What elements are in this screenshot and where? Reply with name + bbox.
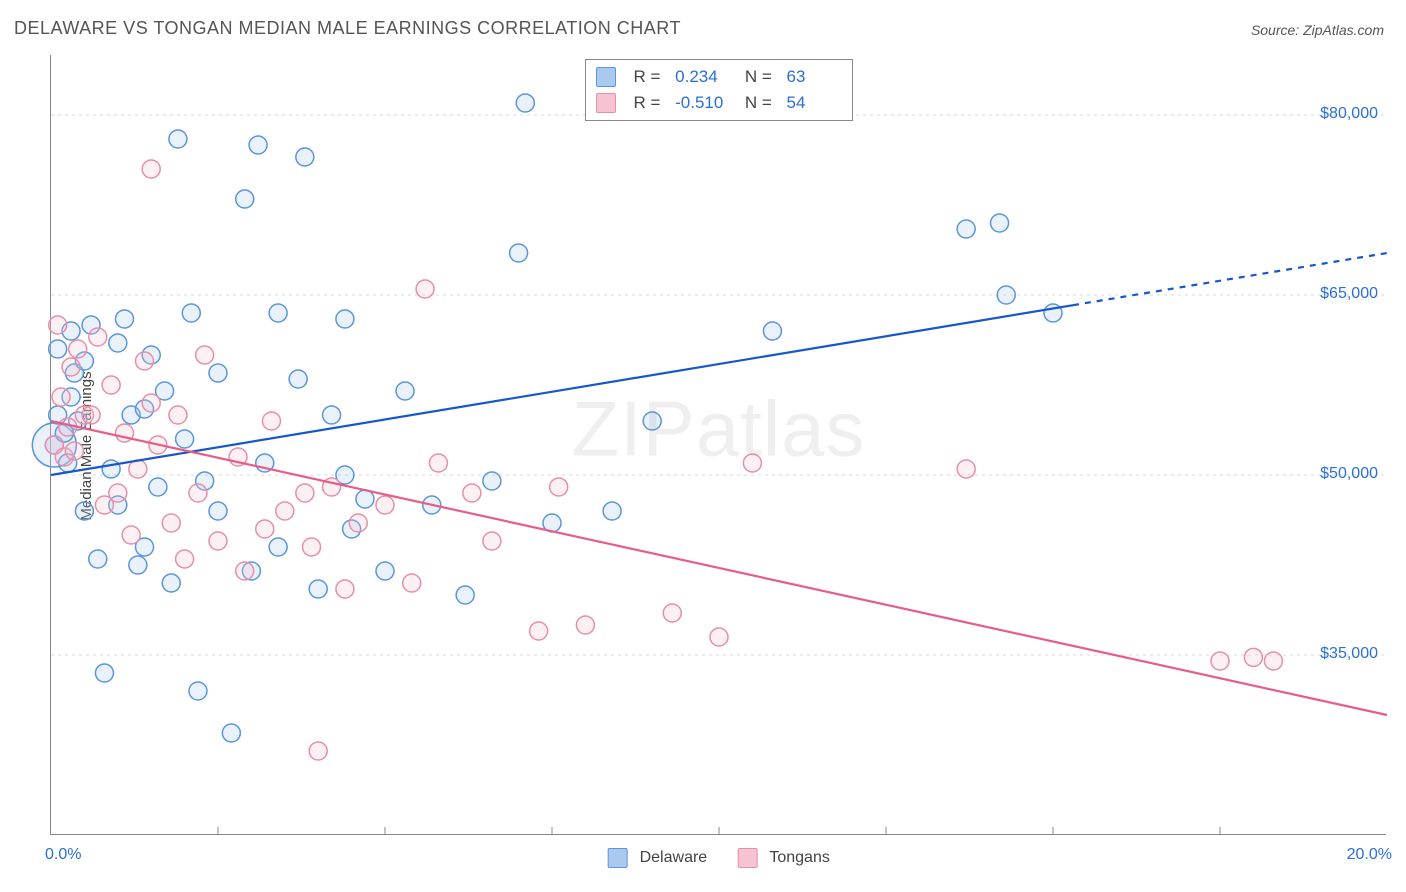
swatch-tongans <box>595 93 615 113</box>
swatch-tongans-icon <box>737 848 757 868</box>
correlation-legend: R = 0.234 N = 63 R = -0.510 N = 54 <box>584 59 852 121</box>
y-tick-label: $35,000 <box>1320 645 1378 663</box>
swatch-delaware <box>595 67 615 87</box>
x-tick-min: 0.0% <box>45 846 81 864</box>
n-value-tongans: 54 <box>787 90 842 116</box>
swatch-delaware-icon <box>607 848 627 868</box>
legend-row-tongans: R = -0.510 N = 54 <box>595 90 841 116</box>
legend-label-tongans: Tongans <box>769 849 830 866</box>
plot-area: ZIPatlas R = 0.234 N = 63 R = -0.510 N =… <box>50 55 1386 835</box>
series-legend: Delaware Tongans <box>607 848 830 868</box>
source-attribution: Source: ZipAtlas.com <box>1251 22 1384 38</box>
scatter-svg <box>51 55 1387 835</box>
legend-item-delaware: Delaware <box>607 848 707 868</box>
y-tick-label: $80,000 <box>1320 105 1378 123</box>
legend-item-tongans: Tongans <box>737 848 830 868</box>
r-value-tongans: -0.510 <box>675 90 730 116</box>
n-value-delaware: 63 <box>787 64 842 90</box>
legend-row-delaware: R = 0.234 N = 63 <box>595 64 841 90</box>
y-tick-label: $65,000 <box>1320 285 1378 303</box>
legend-label-delaware: Delaware <box>640 849 708 866</box>
x-tick-max: 20.0% <box>1347 846 1392 864</box>
y-tick-label: $50,000 <box>1320 465 1378 483</box>
chart-title: DELAWARE VS TONGAN MEDIAN MALE EARNINGS … <box>14 18 681 39</box>
r-value-delaware: 0.234 <box>675 64 730 90</box>
